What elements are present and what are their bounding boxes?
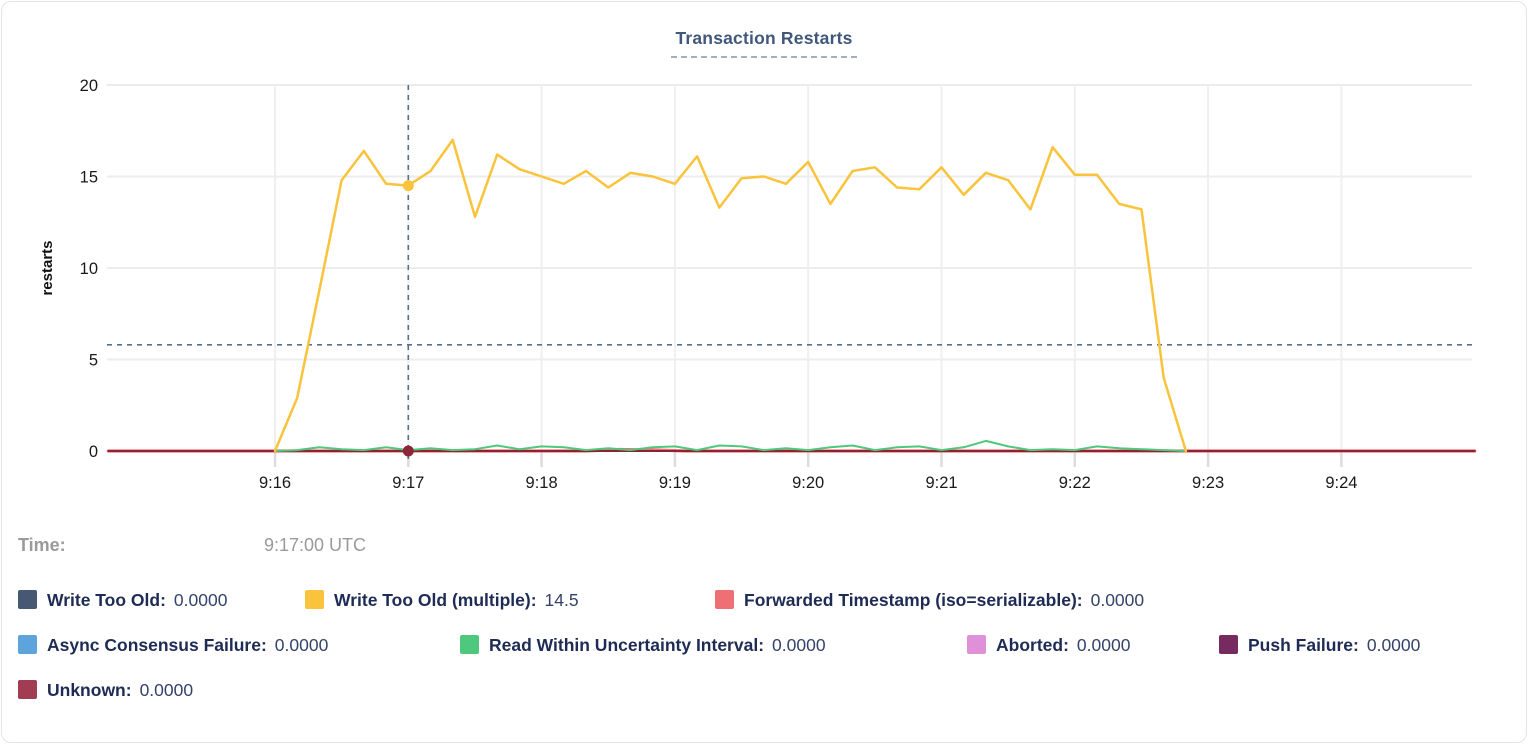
x-tick-label: 9:17 xyxy=(392,474,424,492)
legend-value: 0.0000 xyxy=(1366,635,1421,655)
legend-swatch-icon xyxy=(1219,635,1238,654)
y-tick-label: 0 xyxy=(89,443,98,461)
legend-swatch-icon xyxy=(18,590,37,609)
legend-swatch-icon xyxy=(460,635,479,654)
legend-item[interactable]: Aborted: 0.0000 xyxy=(967,635,1130,656)
y-tick-label: 15 xyxy=(80,169,98,187)
legend-value: 0.0000 xyxy=(1076,635,1131,655)
line-chart[interactable]: 0 5 10 15 20 9:16 9:17 9:18 9:19 9:20 9:21 9:22 9:23… xyxy=(2,2,1527,522)
x-tick-label: 9:22 xyxy=(1059,474,1091,492)
legend-label: Forwarded Timestamp (iso=serializable): xyxy=(744,590,1083,610)
hover-point xyxy=(402,180,414,192)
legend-item[interactable]: Forwarded Timestamp (iso=serializable): 0… xyxy=(715,590,1144,611)
series-line xyxy=(273,138,1188,453)
legend-item[interactable]: Unknown: 0.0000 xyxy=(18,680,193,701)
legend-swatch-icon xyxy=(305,590,324,609)
x-tick-label: 9:21 xyxy=(925,474,957,492)
legend-value: 0.0000 xyxy=(173,590,228,610)
y-tick-label: 20 xyxy=(80,77,98,95)
legend-item[interactable]: Push Failure: 0.0000 xyxy=(1219,635,1420,656)
legend-label: Unknown: xyxy=(47,680,132,700)
legend-label: Push Failure: xyxy=(1248,635,1359,655)
legend-swatch-icon xyxy=(18,635,37,654)
series-line xyxy=(274,439,1187,452)
legend-value: 0.0000 xyxy=(1090,590,1145,610)
hover-time-value: 9:17:00 UTC xyxy=(264,535,367,555)
legend-label: Async Consensus Failure: xyxy=(47,635,267,655)
x-tick-label: 9:18 xyxy=(526,474,558,492)
legend-value: 0.0000 xyxy=(772,635,826,655)
chart-title[interactable]: Transaction Restarts xyxy=(671,28,857,58)
legend-row: Write Too Old: 0.0000 Write Too Old (multi… xyxy=(2,590,1526,616)
chart-header: Transaction Restarts xyxy=(2,28,1526,58)
x-tick-label: 9:20 xyxy=(792,474,824,492)
legend-value: 14.5 xyxy=(544,590,579,610)
x-tick-label: 9:23 xyxy=(1192,474,1224,492)
legend-label: Write Too Old (multiple): xyxy=(334,590,537,610)
legend-item[interactable]: Write Too Old (multiple): 14.5 xyxy=(305,590,579,611)
legend-row: Async Consensus Failure: 0.0000 Read Withi… xyxy=(2,635,1526,661)
y-tick-label: 5 xyxy=(89,352,98,370)
y-tick-label: 10 xyxy=(80,260,98,278)
legend-item[interactable]: Async Consensus Failure: 0.0000 xyxy=(18,635,328,656)
hover-point xyxy=(402,445,414,457)
legend-label: Read Within Uncertainty Interval: xyxy=(489,635,765,655)
legend-swatch-icon xyxy=(18,680,37,699)
y-axis-title: restarts xyxy=(39,240,56,295)
legend-swatch-icon xyxy=(715,590,734,609)
legend-value: 0.0000 xyxy=(139,680,194,700)
legend-value: 0.0000 xyxy=(274,635,329,655)
legend-row: Unknown: 0.0000 xyxy=(2,680,1526,706)
legend-item[interactable]: Write Too Old: 0.0000 xyxy=(18,590,227,611)
hover-time-label: Time: xyxy=(18,535,66,555)
x-tick-label: 9:24 xyxy=(1325,474,1357,492)
legend-label: Aborted: xyxy=(996,635,1069,655)
x-tick-label: 9:16 xyxy=(259,474,291,492)
legend-label: Write Too Old: xyxy=(47,590,166,610)
x-tick-label: 9:19 xyxy=(659,474,691,492)
legend-item[interactable]: Read Within Uncertainty Interval: 0.0000 xyxy=(460,635,826,656)
legend-swatch-icon xyxy=(967,635,986,654)
